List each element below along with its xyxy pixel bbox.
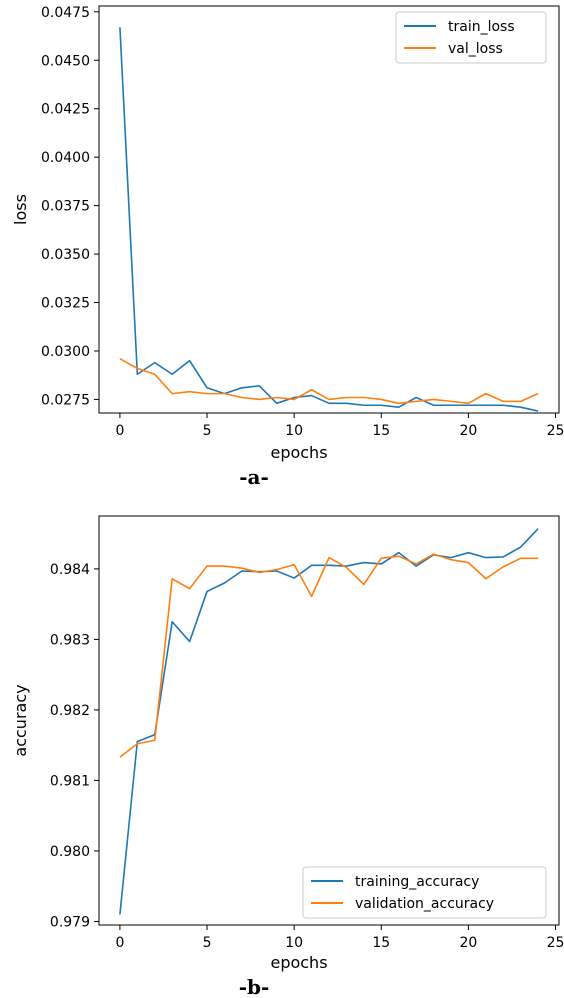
y-tick-label: 0.0350: [41, 247, 90, 263]
y-axis-label: accuracy: [11, 684, 30, 756]
x-tick-label: 5: [203, 935, 212, 951]
legend-label: val_loss: [448, 41, 503, 57]
plot-frame: [98, 5, 560, 414]
legend: train_loss val_loss: [395, 11, 547, 64]
legend-label: training_accuracy: [355, 874, 479, 890]
x-tick-label: 20: [459, 935, 477, 951]
y-tick-label: 0.0475: [41, 5, 90, 21]
x-tick-label: 5: [203, 423, 212, 439]
y-tick-label: 0.0375: [41, 199, 90, 215]
y-tick-label: 0.984: [50, 562, 90, 578]
y-tick-label: 0.0325: [41, 296, 90, 312]
legend: training_accuracy validation_accuracy: [302, 866, 547, 919]
y-tick-label: 0.983: [50, 632, 90, 648]
series-line-validation_accuracy: [119, 553, 539, 758]
y-tick-label: 0.981: [50, 773, 90, 789]
x-tick-label: 20: [459, 423, 477, 439]
x-tick-label: 25: [547, 935, 564, 951]
chart-1: 0 5 10 15 20 25 0.0275 0.0300 0.0325 0.0350 0.0375…: [11, 5, 564, 489]
y-tick-label: 0.0400: [41, 150, 90, 166]
y-tick-label: 0.0300: [41, 344, 90, 360]
x-tick-label: 25: [547, 423, 564, 439]
y-tick-label: 0.0275: [41, 392, 90, 408]
x-tick-label: 10: [285, 423, 303, 439]
legend-label: validation_accuracy: [355, 896, 494, 912]
y-axis-label: loss: [11, 194, 30, 225]
figure-caption: -b-: [239, 975, 270, 998]
y-tick-label: 0.0425: [41, 102, 90, 118]
legend-box: [395, 11, 547, 64]
x-axis-label: epochs: [270, 953, 327, 972]
plot-frame: [98, 515, 560, 926]
series-line-train_loss: [119, 27, 539, 412]
legend-box: [302, 866, 547, 919]
x-tick-label: 15: [372, 935, 390, 951]
legend-label: train_loss: [448, 19, 515, 35]
y-tick-label: 0.0450: [41, 53, 90, 69]
y-tick-label: 0.980: [50, 844, 90, 860]
x-tick-label: 0: [115, 935, 124, 951]
y-tick-label: 0.982: [50, 703, 90, 719]
figure-caption: -a-: [239, 465, 269, 489]
x-tick-label: 15: [372, 423, 390, 439]
series-line-val_loss: [119, 358, 539, 405]
y-tick-label: 0.979: [50, 914, 90, 930]
x-tick-label: 10: [285, 935, 303, 951]
x-tick-label: 0: [115, 423, 124, 439]
chart-2: 0 5 10 15 20 25 0.979 0.980 0.981 0.982 0.983 0.984…: [11, 515, 564, 998]
x-axis-label: epochs: [270, 443, 327, 462]
series-line-training_accuracy: [119, 528, 539, 915]
